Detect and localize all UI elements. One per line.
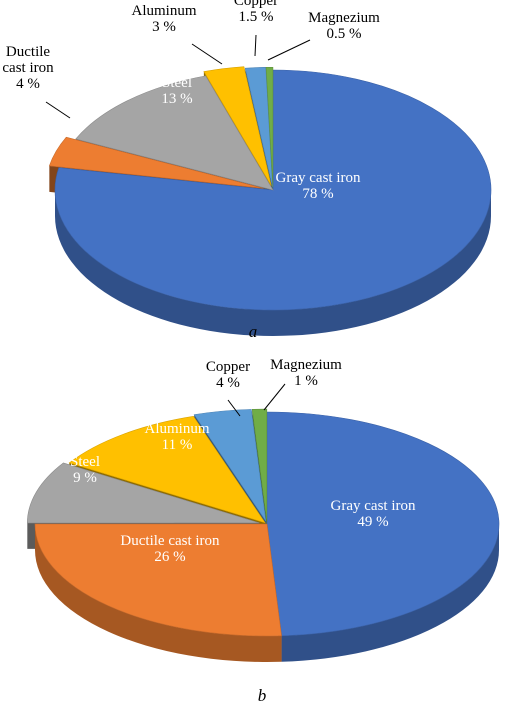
pie-a-magnezium-leader-line xyxy=(267,39,311,61)
pie-b-aluminum-name-label: Aluminum xyxy=(144,421,209,437)
pie-a-magnezium-slice xyxy=(265,66,274,188)
pie-a-aluminum-slice xyxy=(203,66,272,186)
pie-a-magnezium-value-label: 0.5 % xyxy=(327,26,362,42)
pie-b-gray-cast-iron-value-label: 49 % xyxy=(357,514,388,530)
pie-a-aluminum-leader-line xyxy=(191,43,223,65)
pie-a-copper-slice xyxy=(244,67,273,188)
pie-b-steel-value-label: 9 % xyxy=(73,470,97,486)
pie-b-magnezium-slice xyxy=(251,408,268,522)
pie-b-ductile-cast-iron-name-label: Ductile cast iron xyxy=(120,533,220,549)
pie-a-steel-name-label: Steel xyxy=(162,75,192,91)
pie-b-steel-name-label: Steel xyxy=(70,454,100,470)
pie-a-copper-value-label: 1.5 % xyxy=(239,9,274,25)
pie-a-ductile-cast-iron-slice xyxy=(48,136,264,189)
pie-b-ductile-cast-iron-value-label: 26 % xyxy=(154,549,185,565)
pie-a-copper-leader-line xyxy=(254,34,257,57)
pie-b-aluminum-slice xyxy=(68,416,266,524)
pie-a-steel-value-label: 13 % xyxy=(161,91,192,107)
pie-b-magnezium-leader-line xyxy=(263,383,286,411)
pie-b-steel-slice xyxy=(27,462,260,524)
pie-a-ductile-cast-iron-name-label: Ductile xyxy=(6,44,50,60)
pie-a-steel-slice xyxy=(75,75,274,191)
caption-b: b xyxy=(258,686,267,704)
pie-a-aluminum-name-label: Aluminum xyxy=(131,3,196,19)
pie-b-gray-cast-iron-rim xyxy=(281,524,499,662)
pie-b-copper-name-label: Copper xyxy=(206,359,250,375)
pie-a-ductile-cast-iron-leader-line xyxy=(45,101,71,119)
caption-a: a xyxy=(249,322,258,341)
pie-a-gray-cast-iron-rim xyxy=(55,190,491,336)
pie-a-aluminum-value-label: 3 % xyxy=(152,19,176,35)
pie-b-gray-cast-iron-slice xyxy=(266,411,500,637)
pie-a-ductile-cast-iron-name-label: cast iron xyxy=(2,60,54,76)
pie-b-aluminum-value-label: 11 % xyxy=(162,437,193,453)
pie-b-ductile-cast-iron-rim xyxy=(35,524,282,662)
pie-b-magnezium-value-label: 1 % xyxy=(294,373,318,389)
pie-a-gray-cast-iron-value-label: 78 % xyxy=(302,186,333,202)
pie-b-magnezium-name-label: Magnezium xyxy=(270,357,342,373)
pie-b-copper-slice xyxy=(193,409,267,522)
pie-a-magnezium-name-label: Magnezium xyxy=(308,10,380,26)
pie-b-copper-leader-line xyxy=(227,399,241,417)
pie-a-gray-cast-iron-name-label: Gray cast iron xyxy=(276,170,361,186)
pie-a-ductile-cast-iron-value-label: 4 % xyxy=(16,76,40,92)
pie-b-copper-value-label: 4 % xyxy=(216,375,240,391)
pie-b-ductile-cast-iron-slice xyxy=(34,523,282,637)
pie-a-copper-name-label: Copper xyxy=(234,0,278,9)
pie-b-gray-cast-iron-name-label: Gray cast iron xyxy=(331,498,416,514)
